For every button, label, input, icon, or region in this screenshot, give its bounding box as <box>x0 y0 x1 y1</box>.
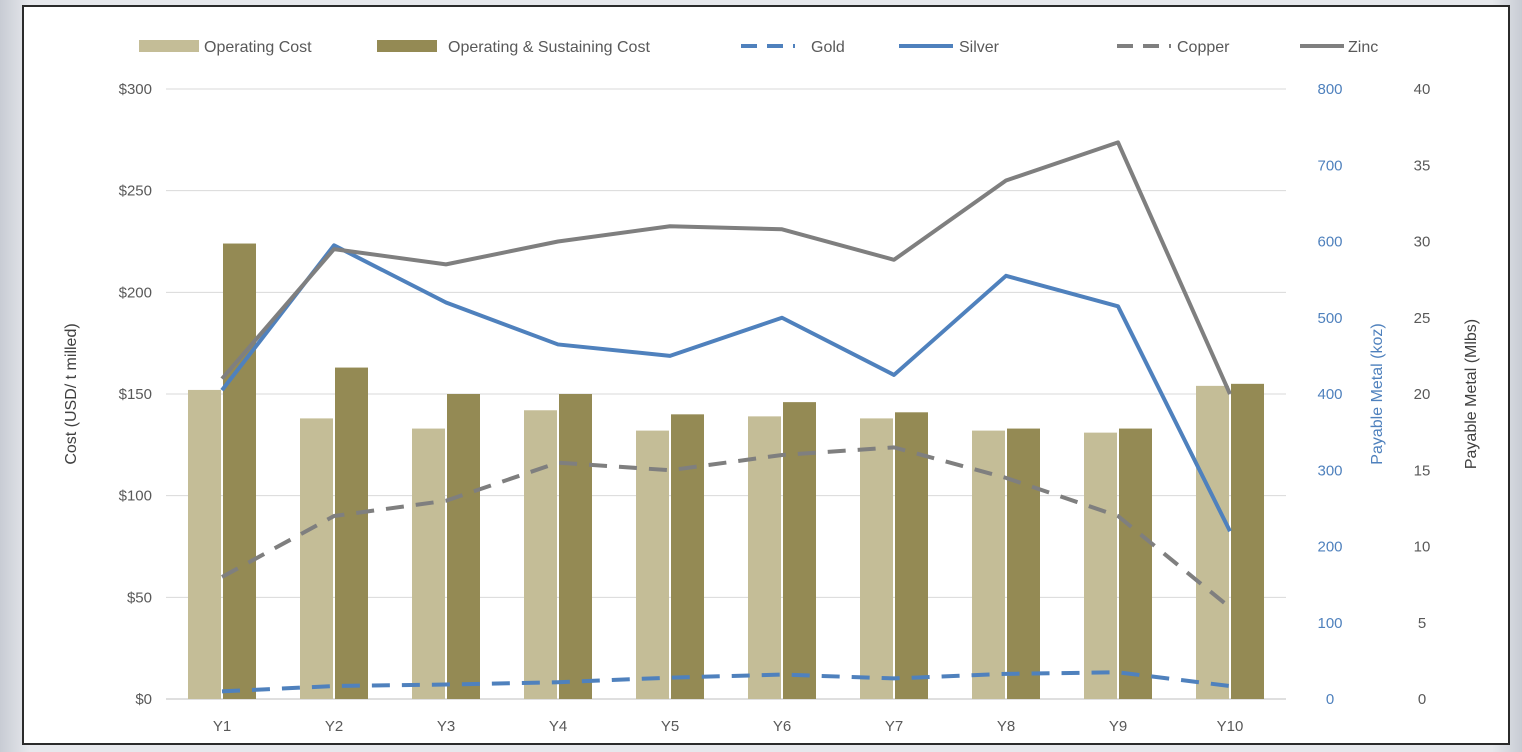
line-gold <box>221 670 1231 694</box>
bar-operating-sustaining-cost <box>223 243 256 700</box>
bar-operating-sustaining-cost <box>1231 383 1264 699</box>
bar-operating-cost <box>1196 385 1229 699</box>
y-right-mlbs-tick-label: 5 <box>1418 615 1426 632</box>
bar-operating-sustaining-cost <box>671 414 704 699</box>
legend-label: Copper <box>1177 39 1230 56</box>
legend-label: Operating & Sustaining Cost <box>448 39 650 56</box>
y-right-mlbs-tick-label: 35 <box>1414 157 1431 174</box>
y-right-mlbs-tick-label: 0 <box>1418 691 1426 708</box>
y-right-koz-tick-label: 100 <box>1317 615 1342 632</box>
y-right-koz-tick-label: 300 <box>1317 462 1342 479</box>
bar-operating-sustaining-cost <box>1007 428 1040 699</box>
line-silver <box>220 243 1232 533</box>
y-left-tick-label: $300 <box>119 81 152 98</box>
bar-operating-sustaining-cost <box>559 394 592 699</box>
y-left-tick-label: $0 <box>135 691 152 708</box>
legend-label: Silver <box>959 39 1000 56</box>
y-right-mlbs-axis-title: Payable Metal (Mlbs) <box>1463 319 1480 469</box>
x-category-label: Y7 <box>885 718 903 735</box>
x-category-label: Y10 <box>1217 718 1244 735</box>
legend-label: Gold <box>811 39 845 56</box>
bar-operating-cost <box>636 430 669 699</box>
bar-operating-sustaining-cost <box>447 394 480 699</box>
bar-operating-cost <box>1084 432 1117 699</box>
legend-label: Operating Cost <box>204 39 312 56</box>
y-left-tick-label: $200 <box>119 284 152 301</box>
y-right-koz-tick-label: 800 <box>1317 81 1342 98</box>
y-right-koz-tick-label: 400 <box>1317 386 1342 403</box>
y-right-koz-tick-label: 500 <box>1317 310 1342 327</box>
y-left-tick-label: $150 <box>119 386 152 403</box>
cost-and-payable-metal-chart: $0$50$100$150$200$250$300010020030040050… <box>63 39 1480 735</box>
x-category-label: Y1 <box>213 718 231 735</box>
legend-label: Zinc <box>1348 39 1378 56</box>
line-copper <box>221 445 1232 610</box>
y-right-koz-tick-label: 200 <box>1317 539 1342 556</box>
bar-operating-cost <box>188 389 221 699</box>
y-right-mlbs-tick-label: 10 <box>1414 539 1431 556</box>
chart-frame: $0 $50 $100 $150 $200 $250 $300 0 100 200 300 400 50… <box>22 5 1510 745</box>
bar-operating-cost <box>748 416 781 699</box>
bar-operating-sustaining-cost <box>895 412 928 699</box>
bar-operating-sustaining-cost <box>1119 428 1152 699</box>
y-left-axis-title: Cost (USD/ t milled) <box>63 323 80 464</box>
x-category-label: Y9 <box>1109 718 1127 735</box>
y-right-koz-tick-label: 700 <box>1317 157 1342 174</box>
x-category-label: Y2 <box>325 718 343 735</box>
y-right-koz-axis-title: Payable Metal (koz) <box>1369 323 1386 464</box>
x-category-label: Y6 <box>773 718 791 735</box>
y-left-tick-label: $100 <box>119 488 152 505</box>
y-right-koz-tick-label: 0 <box>1326 691 1334 708</box>
y-right-mlbs-tick-label: 15 <box>1414 462 1431 479</box>
bar-operating-cost <box>412 428 445 699</box>
bar-operating-cost <box>300 418 333 699</box>
bar-operating-sustaining-cost <box>783 402 816 699</box>
y-right-mlbs-tick-label: 40 <box>1414 81 1431 98</box>
bar-operating-sustaining-cost <box>335 367 368 699</box>
x-category-label: Y4 <box>549 718 567 735</box>
x-category-label: Y3 <box>437 718 455 735</box>
legend-swatch <box>377 40 437 52</box>
legend-swatch <box>139 40 199 52</box>
grid-lines <box>166 88 1286 700</box>
x-category-label: Y8 <box>997 718 1015 735</box>
y-left-tick-label: $250 <box>119 183 152 200</box>
y-right-mlbs-tick-label: 25 <box>1414 310 1431 327</box>
line-zinc <box>220 140 1232 395</box>
y-right-mlbs-tick-label: 20 <box>1414 386 1431 403</box>
axes: $0$50$100$150$200$250$300010020030040050… <box>63 81 1480 735</box>
bar-series <box>188 243 1264 700</box>
y-left-tick-label: $50 <box>127 589 152 606</box>
y-right-mlbs-tick-label: 30 <box>1414 234 1431 251</box>
legend: Operating Cost Operating & Sustaining Cos… <box>139 39 1378 56</box>
bar-operating-cost <box>972 430 1005 699</box>
bar-operating-cost <box>524 410 557 699</box>
bar-operating-cost <box>860 418 893 699</box>
line-series <box>220 140 1232 694</box>
y-right-koz-tick-label: 600 <box>1317 234 1342 251</box>
x-category-label: Y5 <box>661 718 679 735</box>
